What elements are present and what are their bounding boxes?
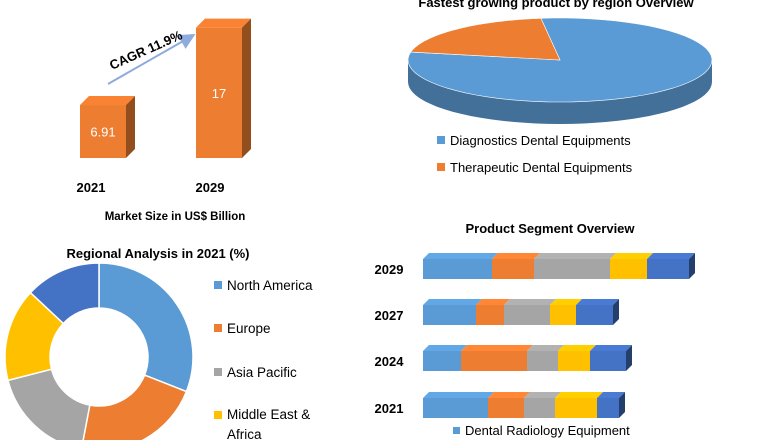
segment-bar-2021-1	[423, 392, 494, 418]
legend-label-dental-radiology: Dental Radiology Equipment	[465, 423, 630, 438]
segment-category-2027: 2027	[375, 308, 404, 323]
bar-value-label-2029: 17	[212, 86, 226, 101]
legend-swatch-asia-pacific	[214, 368, 222, 376]
segment-bar-2021-2	[488, 392, 530, 418]
pie-slice-side-1	[408, 60, 712, 124]
legend-swatch-dental-radiology	[453, 427, 460, 434]
product-segment-chart: 2029 2027 2024 2021	[375, 253, 695, 418]
donut-slice-5	[29, 262, 100, 325]
legend-label-therapeutic: Therapeutic Dental Equipments	[450, 160, 633, 175]
legend-label-europe: Europe	[227, 321, 271, 336]
segment-title: Product Segment Overview	[465, 221, 635, 236]
market-size-chart: 6.91 17	[80, 18, 251, 158]
bar-category-2021: 2021	[77, 180, 106, 195]
product-pie-chart	[407, 17, 713, 124]
segment-bar-2024-5	[590, 345, 632, 371]
legend-swatch-north-america	[214, 281, 222, 289]
segment-bar-2029-3	[534, 253, 616, 279]
segment-bar-2029-4	[610, 253, 653, 279]
segment-bar-2024-2	[461, 345, 533, 371]
segment-bar-2021-4	[555, 392, 603, 418]
market-size-axis-label: Market Size in US$ Billion	[105, 211, 246, 223]
donut-slice-2	[82, 374, 188, 440]
legend-swatch-diagnostics	[437, 136, 445, 144]
segment-bar-end-2027	[613, 299, 619, 325]
segment-category-2024: 2024	[375, 354, 405, 369]
segment-bar-2029-1	[423, 253, 498, 279]
market-bar-2021: 6.91	[80, 96, 135, 158]
donut-title: Regional Analysis in 2021 (%)	[66, 246, 249, 261]
segment-bar-2027-3	[504, 299, 556, 325]
legend-swatch-europe	[214, 324, 222, 332]
segment-category-2029: 2029	[375, 262, 404, 277]
pie-slice-2	[410, 17, 561, 61]
segment-bar-2024-3	[527, 345, 564, 371]
pie-title: Fastest growing product by region Overvi…	[418, 0, 694, 10]
segment-bar-end-2021	[619, 392, 625, 418]
segment-row-2029: 2029	[375, 253, 695, 279]
segment-category-2021: 2021	[375, 401, 404, 416]
donut-slice-1	[98, 262, 194, 393]
segment-row-2024: 2024	[375, 345, 632, 371]
segment-bar-2027-4	[550, 299, 582, 325]
segment-bar-2024-1	[423, 345, 467, 371]
legend-label-middle-east-africa: Middle East & Africa	[227, 407, 310, 440]
segment-bar-2029-2	[492, 253, 540, 279]
bar-value-label-2021: 6.91	[90, 125, 115, 140]
legend-label-asia-pacific: Asia Pacific	[227, 365, 297, 380]
legend-label-north-america: North America	[227, 278, 313, 293]
legend-swatch-middle-east-africa	[214, 411, 222, 419]
regional-donut-chart	[4, 262, 194, 440]
segment-row-2021: 2021	[375, 392, 625, 418]
donut-slice-3	[7, 368, 91, 440]
legend-swatch-therapeutic	[437, 163, 445, 171]
segment-row-2027: 2027	[375, 299, 619, 325]
segment-bar-2021-3	[524, 392, 561, 418]
cagr-arrow	[107, 34, 196, 85]
segment-bar-end-2024	[626, 345, 632, 371]
bar-category-2029: 2029	[196, 180, 225, 195]
segment-bar-2027-1	[423, 299, 482, 325]
legend-label-diagnostics: Diagnostics Dental Equipments	[450, 133, 631, 148]
segment-bar-2024-4	[558, 345, 596, 371]
market-bar-2029: 17	[196, 18, 251, 158]
segment-bar-end-2029	[689, 253, 695, 279]
segment-bar-2027-5	[576, 299, 619, 325]
segment-bar-2029-5	[647, 253, 695, 279]
cagr-annotation: CAGR 11.9%	[107, 27, 185, 73]
segment-bar-2021-5	[597, 392, 625, 418]
segment-bar-2027-2	[476, 299, 510, 325]
